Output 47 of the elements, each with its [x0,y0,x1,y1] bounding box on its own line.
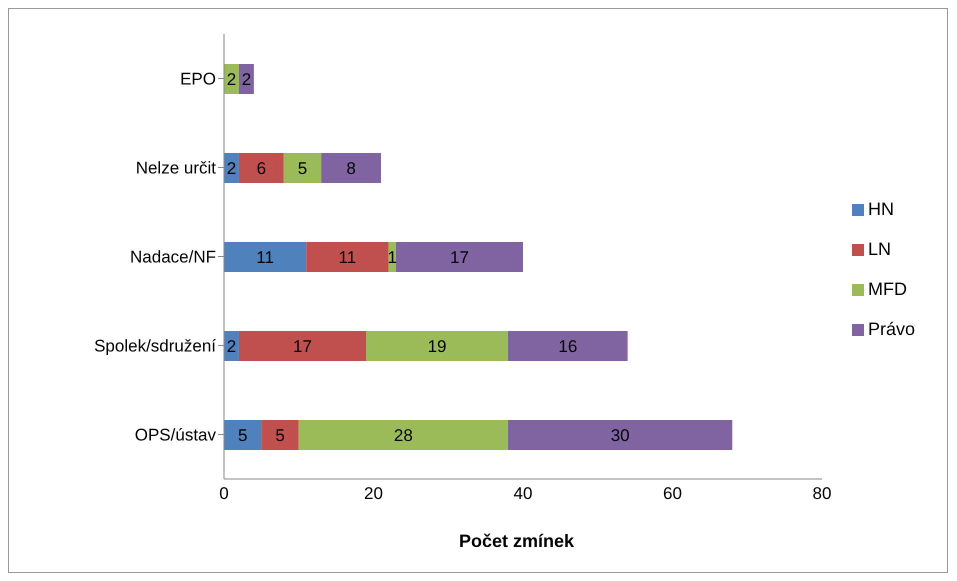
y-tick-label: Nadace/NF [130,248,216,267]
bar [224,242,306,272]
data-label: 2 [226,159,236,178]
x-tick-label: 20 [364,484,383,504]
y-tick-label: OPS/ústav [134,426,216,445]
legend-label: HN [868,199,894,219]
bar [238,153,284,183]
bar [238,331,366,361]
y-tick-label: Nelze určit [136,158,216,178]
x-tick-label: 40 [514,484,532,504]
data-label: 6 [256,159,266,178]
legend-label: MFD [868,279,907,299]
bar [366,331,508,361]
data-label: 5 [275,426,285,446]
y-tick-label: Spolek/sdružení [94,336,216,356]
data-label: 16 [558,337,578,356]
data-label: 1 [387,248,397,268]
x-tick-label: 60 [663,484,682,504]
bar [261,420,299,450]
data-label: 17 [293,337,312,356]
data-label: 28 [394,426,413,446]
data-label: 2 [242,70,252,90]
legend-label: Právo [868,319,915,339]
bar [321,153,381,183]
legend-label: LN [868,239,891,259]
data-label: 19 [428,337,446,356]
data-label: 2 [226,70,236,90]
bar [508,420,732,450]
bar [284,153,322,183]
bar [306,242,388,272]
data-label: 2 [226,337,236,356]
data-label: 11 [256,248,274,268]
x-axis-title: Počet zmínek [458,531,576,552]
bar [508,331,628,361]
bar [396,242,523,272]
data-label: 17 [450,248,469,268]
bar [224,420,262,450]
data-label: 8 [346,159,356,178]
x-tick-label: 0 [219,484,229,504]
data-label: 5 [238,426,248,446]
data-label: 5 [298,159,308,178]
x-tick-label: 80 [812,484,832,504]
bar [298,420,508,450]
y-tick-label: EPO [180,70,216,89]
data-label: 30 [610,426,630,446]
bar [238,64,254,94]
data-label: 11 [338,248,356,268]
